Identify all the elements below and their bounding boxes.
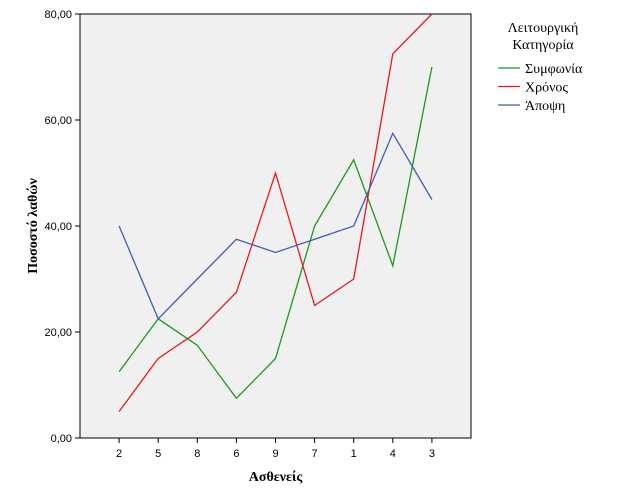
series-line-2	[118, 13, 433, 412]
legend-label: Άποψη	[525, 99, 565, 114]
data-point	[353, 225, 355, 227]
legend-title-line-1: Λειτουργική	[508, 21, 579, 36]
series-line-1	[118, 66, 433, 400]
y-tick-label: 80,00	[44, 9, 72, 21]
data-point	[118, 411, 120, 413]
y-axis-title: Ποσοστό λαθών	[26, 177, 41, 273]
x-axis-title: Ασθενείς	[249, 470, 304, 485]
data-point	[157, 358, 159, 360]
series-line-3	[118, 131, 433, 320]
x-tick-label: 7	[312, 448, 318, 460]
data-point	[118, 371, 120, 373]
data-point	[314, 225, 316, 227]
data-point	[353, 278, 355, 280]
data-point	[157, 318, 159, 320]
legend-label: Χρόνος	[525, 81, 568, 96]
data-point	[236, 238, 238, 240]
x-tick-label: 3	[429, 448, 435, 460]
data-point	[275, 358, 277, 360]
x-tick-label: 2	[116, 448, 122, 460]
data-point	[236, 291, 238, 293]
x-tick-label: 5	[155, 448, 161, 460]
data-point	[353, 159, 355, 161]
data-point	[431, 199, 433, 201]
x-tick-label: 1	[351, 448, 357, 460]
legend-title-line-2: Κατηγορία	[512, 38, 574, 53]
data-point	[275, 252, 277, 254]
plot-area	[79, 13, 472, 439]
series-group	[118, 13, 433, 413]
legend-label: Συμφωνία	[525, 62, 583, 77]
y-tick-label: 40,00	[44, 221, 72, 233]
legend: Λειτουργική Κατηγορία Συμφωνία Χρόνος Άποψ…	[498, 21, 583, 114]
data-point	[392, 265, 394, 267]
x-tick-label: 4	[390, 448, 396, 460]
y-tick-label: 0,00	[51, 433, 72, 445]
data-point	[275, 172, 277, 174]
data-point	[197, 331, 199, 333]
data-point	[392, 132, 394, 134]
y-tick-label: 20,00	[44, 327, 72, 339]
data-point	[118, 225, 120, 227]
x-axis: 2 5 8 6 9 7 1 4 3	[116, 438, 435, 460]
data-point	[314, 238, 316, 240]
legend-items: Συμφωνία Χρόνος Άποψη	[498, 62, 583, 114]
x-tick-label: 6	[233, 448, 239, 460]
data-point	[314, 305, 316, 307]
y-tick-label: 60,00	[44, 115, 72, 127]
data-point	[236, 397, 238, 399]
x-tick-label: 9	[272, 448, 278, 460]
data-point	[197, 278, 199, 280]
data-point	[197, 344, 199, 346]
data-point	[431, 13, 433, 15]
y-axis: 0,00 20,00 40,00 60,00 80,00	[44, 9, 80, 445]
x-tick-label: 8	[194, 448, 200, 460]
data-point	[431, 66, 433, 68]
data-point	[392, 53, 394, 55]
